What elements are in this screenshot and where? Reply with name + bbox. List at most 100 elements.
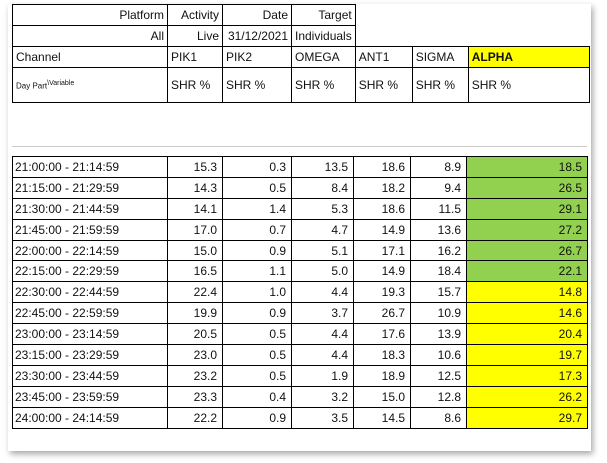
daypart-cell[interactable]: 23:00:00 - 23:14:59 — [12, 323, 168, 346]
pik1-value-cell[interactable]: 17.0 — [167, 218, 223, 241]
omega-value-cell[interactable]: 3.7 — [291, 302, 354, 325]
daypart-label-cell[interactable]: Day Part\Variable — [12, 67, 168, 103]
channel-sigma-cell[interactable]: SIGMA — [411, 46, 469, 68]
ant1-value-cell[interactable]: 18.3 — [353, 344, 411, 366]
daypart-cell[interactable]: 23:30:00 - 23:44:59 — [12, 364, 168, 387]
daypart-cell[interactable]: 21:00:00 - 21:14:59 — [12, 156, 168, 178]
channel-pik1-cell[interactable]: PIK1 — [167, 46, 223, 68]
pik1-value-cell[interactable]: 16.5 — [167, 260, 223, 283]
date-value-cell[interactable]: 31/12/2021 — [222, 25, 292, 47]
alpha-value-cell[interactable]: 17.3 — [466, 364, 588, 387]
platform-label-cell[interactable]: Platform — [12, 4, 168, 26]
sigma-value-cell[interactable]: 12.8 — [410, 385, 467, 408]
pik1-value-cell[interactable]: 19.9 — [167, 302, 223, 325]
activity-label-cell[interactable]: Activity — [167, 4, 223, 26]
pik2-value-cell[interactable]: 0.5 — [222, 323, 292, 346]
pik2-value-cell[interactable]: 0.3 — [222, 156, 292, 178]
sigma-value-cell[interactable]: 15.7 — [410, 281, 467, 304]
ant1-value-cell[interactable]: 14.5 — [353, 406, 411, 429]
alpha-value-cell[interactable]: 26.7 — [466, 239, 588, 262]
alpha-value-cell[interactable]: 19.7 — [466, 344, 588, 366]
omega-value-cell[interactable]: 4.4 — [291, 281, 354, 304]
alpha-value-cell[interactable]: 27.2 — [466, 218, 588, 241]
omega-value-cell[interactable]: 3.5 — [291, 406, 354, 429]
pik2-value-cell[interactable]: 0.9 — [222, 302, 292, 325]
omega-value-cell[interactable]: 1.9 — [291, 364, 354, 387]
pik2-value-cell[interactable]: 0.9 — [222, 239, 292, 262]
pik1-value-cell[interactable]: 22.4 — [167, 281, 223, 304]
sigma-value-cell[interactable]: 13.6 — [410, 218, 467, 241]
omega-value-cell[interactable]: 5.0 — [291, 260, 354, 283]
ant1-value-cell[interactable]: 26.7 — [353, 302, 411, 325]
alpha-value-cell[interactable]: 20.4 — [466, 323, 588, 346]
alpha-value-cell[interactable]: 29.1 — [466, 197, 588, 220]
pik1-value-cell[interactable]: 15.0 — [167, 239, 223, 262]
pik2-value-cell[interactable]: 0.5 — [222, 344, 292, 366]
pik1-value-cell[interactable]: 15.3 — [167, 156, 223, 178]
omega-value-cell[interactable]: 4.4 — [291, 323, 354, 346]
target-value-cell[interactable]: Individuals — [291, 25, 356, 47]
sigma-value-cell[interactable]: 10.9 — [410, 302, 467, 325]
ant1-value-cell[interactable]: 19.3 — [353, 281, 411, 304]
sigma-value-cell[interactable]: 12.5 — [410, 364, 467, 387]
pik1-value-cell[interactable]: 14.1 — [167, 197, 223, 220]
channel-ant1-cell[interactable]: ANT1 — [354, 46, 413, 68]
omega-value-cell[interactable]: 13.5 — [291, 156, 354, 178]
metric-cell[interactable]: SHR % — [467, 67, 590, 103]
pik2-value-cell[interactable]: 0.7 — [222, 218, 292, 241]
ant1-value-cell[interactable]: 17.1 — [353, 239, 411, 262]
omega-value-cell[interactable]: 8.4 — [291, 176, 354, 199]
ant1-value-cell[interactable]: 18.2 — [353, 176, 411, 199]
daypart-cell[interactable]: 22:30:00 - 22:44:59 — [12, 281, 168, 304]
metric-cell[interactable]: SHR % — [411, 67, 469, 103]
pik2-value-cell[interactable]: 1.0 — [222, 281, 292, 304]
omega-value-cell[interactable]: 4.4 — [291, 344, 354, 366]
ant1-value-cell[interactable]: 18.6 — [353, 197, 411, 220]
ant1-value-cell[interactable]: 15.0 — [353, 385, 411, 408]
alpha-value-cell[interactable]: 14.6 — [466, 302, 588, 325]
sigma-value-cell[interactable]: 11.5 — [410, 197, 467, 220]
pik1-value-cell[interactable]: 23.3 — [167, 385, 223, 408]
daypart-cell[interactable]: 21:15:00 - 21:29:59 — [12, 176, 168, 199]
daypart-cell[interactable]: 23:15:00 - 23:29:59 — [12, 344, 168, 366]
pik2-value-cell[interactable]: 1.1 — [222, 260, 292, 283]
alpha-value-cell[interactable]: 29.7 — [466, 406, 588, 429]
pik2-value-cell[interactable]: 0.5 — [222, 176, 292, 199]
sigma-value-cell[interactable]: 13.9 — [410, 323, 467, 346]
pik1-value-cell[interactable]: 23.2 — [167, 364, 223, 387]
pik1-value-cell[interactable]: 20.5 — [167, 323, 223, 346]
alpha-value-cell[interactable]: 26.2 — [466, 385, 588, 408]
sigma-value-cell[interactable]: 16.2 — [410, 239, 467, 262]
channel-pik2-cell[interactable]: PIK2 — [222, 46, 292, 68]
metric-cell[interactable]: SHR % — [291, 67, 356, 103]
daypart-cell[interactable]: 23:45:00 - 23:59:59 — [12, 385, 168, 408]
pik1-value-cell[interactable]: 22.2 — [167, 406, 223, 429]
daypart-cell[interactable]: 24:00:00 - 24:14:59 — [12, 406, 168, 429]
activity-value-cell[interactable]: Live — [167, 25, 223, 47]
sigma-value-cell[interactable]: 8.6 — [410, 406, 467, 429]
omega-value-cell[interactable]: 5.3 — [291, 197, 354, 220]
pik1-value-cell[interactable]: 14.3 — [167, 176, 223, 199]
alpha-value-cell[interactable]: 18.5 — [466, 156, 588, 178]
daypart-cell[interactable]: 21:30:00 - 21:44:59 — [12, 197, 168, 220]
pik2-value-cell[interactable]: 0.9 — [222, 406, 292, 429]
channel-alpha-cell[interactable]: ALPHA — [467, 46, 590, 68]
metric-cell[interactable]: SHR % — [167, 67, 223, 103]
ant1-value-cell[interactable]: 14.9 — [353, 218, 411, 241]
pik2-value-cell[interactable]: 1.4 — [222, 197, 292, 220]
daypart-cell[interactable]: 21:45:00 - 21:59:59 — [12, 218, 168, 241]
alpha-value-cell[interactable]: 26.5 — [466, 176, 588, 199]
pik2-value-cell[interactable]: 0.4 — [222, 385, 292, 408]
ant1-value-cell[interactable]: 14.9 — [353, 260, 411, 283]
channel-omega-cell[interactable]: OMEGA — [291, 46, 356, 68]
ant1-value-cell[interactable]: 17.6 — [353, 323, 411, 346]
daypart-cell[interactable]: 22:15:00 - 22:29:59 — [12, 260, 168, 283]
daypart-cell[interactable]: 22:45:00 - 22:59:59 — [12, 302, 168, 325]
pik2-value-cell[interactable]: 0.5 — [222, 364, 292, 387]
pik1-value-cell[interactable]: 23.0 — [167, 344, 223, 366]
sigma-value-cell[interactable]: 9.4 — [410, 176, 467, 199]
alpha-value-cell[interactable]: 22.1 — [466, 260, 588, 283]
platform-value-cell[interactable]: All — [12, 25, 168, 47]
sigma-value-cell[interactable]: 18.4 — [410, 260, 467, 283]
metric-cell[interactable]: SHR % — [222, 67, 292, 103]
